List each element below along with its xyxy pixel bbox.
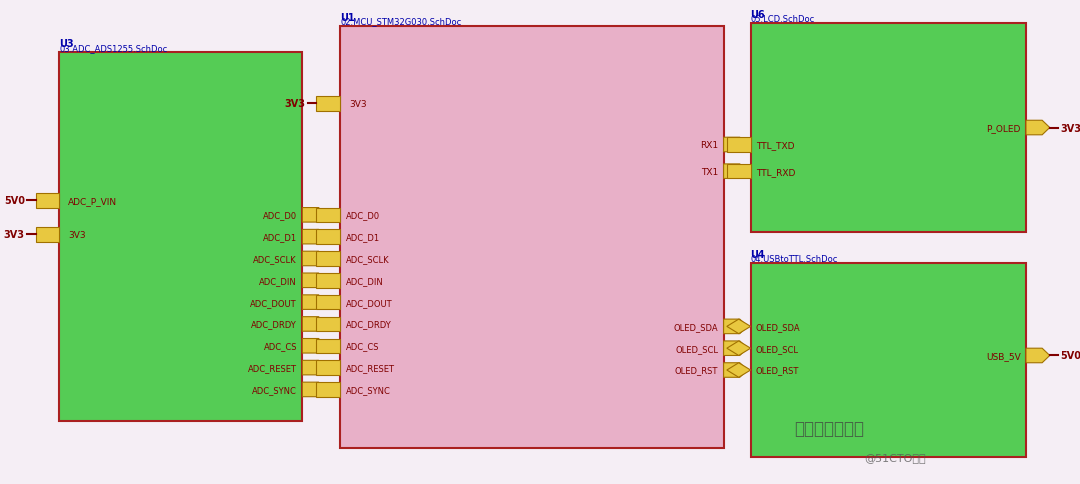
Text: 03.ADC_ADS1255.SchDoc: 03.ADC_ADS1255.SchDoc bbox=[59, 44, 167, 53]
Text: U4: U4 bbox=[751, 250, 766, 260]
Text: ADC_D0: ADC_D0 bbox=[262, 211, 297, 220]
Text: OLED_SDA: OLED_SDA bbox=[756, 322, 800, 331]
Text: OLED_RST: OLED_RST bbox=[756, 366, 799, 375]
Bar bbox=[751, 264, 1026, 457]
Polygon shape bbox=[1026, 121, 1050, 136]
Polygon shape bbox=[724, 138, 747, 152]
Bar bbox=[316, 208, 340, 223]
Polygon shape bbox=[302, 295, 326, 310]
Bar bbox=[316, 252, 340, 266]
Text: ADC_RESET: ADC_RESET bbox=[346, 363, 394, 372]
Text: ADC_DRDY: ADC_DRDY bbox=[346, 320, 391, 329]
Text: @51CTO博客: @51CTO博客 bbox=[864, 453, 926, 462]
Text: 3V3: 3V3 bbox=[349, 100, 366, 108]
Bar bbox=[751, 24, 1026, 232]
Text: 04.USBtoTTL.SchDoc: 04.USBtoTTL.SchDoc bbox=[751, 254, 838, 263]
Text: USB_5V: USB_5V bbox=[986, 351, 1021, 360]
Text: ADC_DIN: ADC_DIN bbox=[259, 276, 297, 285]
Polygon shape bbox=[302, 273, 326, 288]
Bar bbox=[59, 53, 302, 421]
Text: 嘉友创信息科技: 嘉友创信息科技 bbox=[794, 419, 864, 438]
Bar bbox=[340, 27, 724, 448]
Text: 3V3: 3V3 bbox=[4, 230, 25, 240]
Text: ADC_CS: ADC_CS bbox=[264, 342, 297, 350]
Bar bbox=[316, 97, 340, 111]
Text: ADC_DIN: ADC_DIN bbox=[346, 276, 383, 285]
Polygon shape bbox=[302, 361, 326, 375]
Text: U6: U6 bbox=[751, 10, 766, 20]
Polygon shape bbox=[302, 339, 326, 353]
Bar bbox=[316, 317, 340, 332]
Text: 3V3: 3V3 bbox=[68, 230, 85, 239]
Text: ADC_D1: ADC_D1 bbox=[262, 233, 297, 242]
Text: 5V0: 5V0 bbox=[1061, 351, 1080, 361]
Bar bbox=[36, 194, 59, 208]
Text: ADC_P_VIN: ADC_P_VIN bbox=[68, 197, 117, 205]
Text: U3: U3 bbox=[59, 39, 75, 49]
Polygon shape bbox=[302, 230, 326, 244]
Text: 02.MCU_STM32G030.SchDoc: 02.MCU_STM32G030.SchDoc bbox=[340, 17, 461, 26]
Text: RX1: RX1 bbox=[700, 141, 718, 150]
Text: ADC_SYNC: ADC_SYNC bbox=[252, 385, 297, 394]
Polygon shape bbox=[727, 363, 751, 378]
Text: OLED_SDA: OLED_SDA bbox=[674, 322, 718, 331]
Polygon shape bbox=[1026, 348, 1050, 363]
Text: ADC_SYNC: ADC_SYNC bbox=[346, 385, 391, 394]
Text: TX1: TX1 bbox=[701, 167, 718, 176]
Text: U1: U1 bbox=[340, 13, 355, 23]
Text: ADC_RESET: ADC_RESET bbox=[248, 363, 297, 372]
Text: OLED_RST: OLED_RST bbox=[675, 366, 718, 375]
Text: ADC_SCLK: ADC_SCLK bbox=[254, 255, 297, 263]
Polygon shape bbox=[302, 382, 326, 397]
Text: OLED_SCL: OLED_SCL bbox=[675, 344, 718, 353]
Text: ADC_CS: ADC_CS bbox=[346, 342, 379, 350]
Bar bbox=[727, 165, 751, 179]
Text: 3V3: 3V3 bbox=[1061, 123, 1080, 133]
Polygon shape bbox=[727, 341, 751, 356]
Bar bbox=[316, 295, 340, 310]
Bar bbox=[316, 339, 340, 353]
Text: ADC_DOUT: ADC_DOUT bbox=[346, 298, 392, 307]
Polygon shape bbox=[724, 363, 747, 378]
Text: ADC_D0: ADC_D0 bbox=[346, 211, 380, 220]
Polygon shape bbox=[302, 208, 326, 223]
Polygon shape bbox=[724, 319, 747, 334]
Text: ADC_DOUT: ADC_DOUT bbox=[251, 298, 297, 307]
Text: P_OLED: P_OLED bbox=[986, 124, 1021, 133]
Text: 5V0: 5V0 bbox=[4, 196, 25, 206]
Bar bbox=[316, 361, 340, 375]
Bar bbox=[316, 273, 340, 288]
Bar bbox=[727, 138, 751, 152]
Text: ADC_SCLK: ADC_SCLK bbox=[346, 255, 389, 263]
Polygon shape bbox=[724, 341, 747, 356]
Text: OLED_SCL: OLED_SCL bbox=[756, 344, 799, 353]
Bar bbox=[316, 382, 340, 397]
Polygon shape bbox=[727, 319, 751, 334]
Polygon shape bbox=[302, 317, 326, 332]
Polygon shape bbox=[302, 252, 326, 266]
Text: TTL_RXD: TTL_RXD bbox=[756, 167, 795, 176]
Bar bbox=[36, 227, 59, 242]
Text: ADC_D1: ADC_D1 bbox=[346, 233, 380, 242]
Bar bbox=[316, 230, 340, 244]
Text: 05.LCD.SchDoc: 05.LCD.SchDoc bbox=[751, 15, 814, 24]
Text: 3V3: 3V3 bbox=[285, 99, 306, 109]
Text: TTL_TXD: TTL_TXD bbox=[756, 141, 795, 150]
Text: ADC_DRDY: ADC_DRDY bbox=[252, 320, 297, 329]
Polygon shape bbox=[724, 165, 747, 179]
